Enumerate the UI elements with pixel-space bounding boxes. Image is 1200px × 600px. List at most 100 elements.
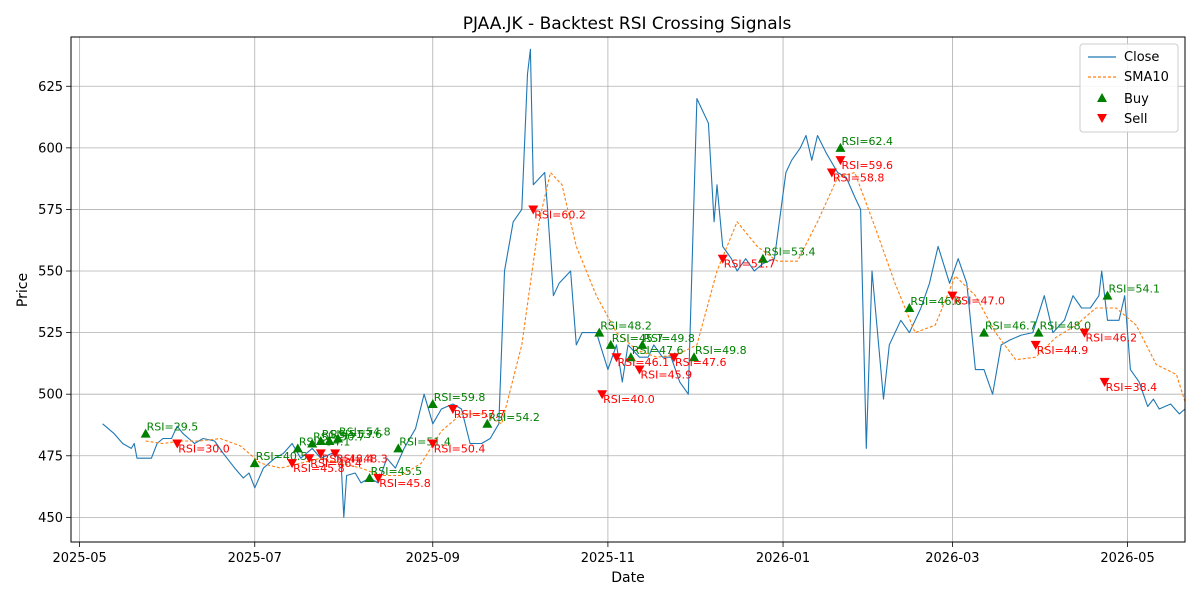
buy-signal-marker xyxy=(292,443,303,453)
sell-signal-marker xyxy=(447,404,458,414)
sell-signal-label: RSI=46.1 xyxy=(618,356,670,369)
sell-signal-marker xyxy=(1099,377,1110,387)
buy-signal-marker xyxy=(315,436,326,445)
sell-signal-marker xyxy=(597,390,608,400)
sell-signal-label: RSI=44.9 xyxy=(1037,344,1089,357)
sell-signal-marker xyxy=(611,353,622,363)
sell-signal-label: RSI=46.2 xyxy=(1086,332,1138,345)
buy-signal-label: RSI=49.8 xyxy=(643,332,695,345)
sell-signal-label: RSI=59.6 xyxy=(841,159,893,172)
sell-signal-label: RSI=38.4 xyxy=(1106,381,1158,394)
buy-signal-label: RSI=62.4 xyxy=(841,135,893,148)
legend-box xyxy=(1079,43,1179,133)
sell-signal-label: RSI=47.0 xyxy=(953,295,1005,308)
sell-signal-label: RSI=57.7 xyxy=(454,408,506,421)
sell-signal-label: RSI=60.2 xyxy=(534,208,586,221)
buy-signal-marker xyxy=(904,302,915,312)
legend-sell-label: Sell xyxy=(1124,112,1147,127)
sell-signal-label: RSI=58.8 xyxy=(833,171,885,184)
sell-signal-marker xyxy=(287,459,298,469)
y-tick-label: 525 xyxy=(38,326,63,341)
sell-signal-label: RSI=51.7 xyxy=(724,258,776,271)
sell-signal-marker xyxy=(315,449,326,459)
series-layer xyxy=(102,48,1186,518)
buy-signal-marker xyxy=(605,339,616,349)
buy-signal-label: RSI=48.0 xyxy=(1040,320,1092,333)
y-tick-label: 550 xyxy=(38,265,63,280)
sell-signal-label: RSI=48.3 xyxy=(336,452,388,465)
sell-signal-marker xyxy=(668,353,679,363)
y-tick-label: 475 xyxy=(38,449,63,464)
sell-signal-marker xyxy=(172,439,183,449)
x-tick-label: 2026-01 xyxy=(756,551,810,566)
buy-signal-label: RSI=29.5 xyxy=(147,421,199,434)
buy-signal-marker xyxy=(1033,327,1044,337)
buy-signal-label: RSI=51.4 xyxy=(399,435,451,448)
y-tick-label: 625 xyxy=(38,80,63,95)
buy-signal-marker xyxy=(757,253,768,263)
plot-frame xyxy=(70,36,1186,543)
buy-signal-marker xyxy=(625,352,636,362)
buy-signal-marker xyxy=(393,443,404,453)
grid xyxy=(71,37,1185,542)
sell-signal-marker xyxy=(947,291,958,301)
sell-signal-marker xyxy=(835,156,846,166)
buy-signal-marker xyxy=(482,418,493,428)
buy-signal-label: RSI=48.2 xyxy=(600,320,652,333)
chart-title: PJAA.JK - Backtest RSI Crossing Signals xyxy=(463,14,792,34)
x-tick-label: 2025-05 xyxy=(52,551,106,566)
sell-signal-marker xyxy=(427,439,438,449)
sell-signal-marker xyxy=(717,254,728,264)
buy-signal-label: RSI=54.1 xyxy=(1108,283,1160,296)
sell-signal-marker xyxy=(373,473,384,483)
y-axis-label: Price xyxy=(15,273,31,307)
buy-signal-marker xyxy=(1102,290,1113,300)
buy-signal-label: RSI=49.8 xyxy=(695,344,747,357)
sell-signal-label: RSI=46.4 xyxy=(310,457,362,470)
y-tick-label: 600 xyxy=(38,141,63,156)
legend-sma-label: SMA10 xyxy=(1124,70,1169,85)
buy-signal-marker xyxy=(979,327,990,337)
legend: Close SMA10 Buy Sell xyxy=(1079,43,1179,133)
sell-signal-label: RSI=50.4 xyxy=(434,442,486,455)
y-axis: 450 475 500 525 550 575 600 625 xyxy=(38,80,71,526)
buy-signal-marker xyxy=(427,399,438,409)
buy-signal-label: RSI=51.7 xyxy=(322,428,374,441)
x-axis-label: Date xyxy=(611,570,644,586)
buy-signal-label: RSI=54.8 xyxy=(339,426,391,439)
sell-signal-label: RSI=45.9 xyxy=(640,369,692,382)
legend-close-label: Close xyxy=(1124,50,1159,65)
buy-signal-marker xyxy=(594,327,605,337)
buy-signal-marker xyxy=(307,438,318,448)
buy-signal-label: RSI=45.7 xyxy=(612,332,664,345)
sell-signal-marker xyxy=(634,365,645,375)
y-tick-label: 450 xyxy=(38,511,63,526)
buy-signal-label: RSI=46.7 xyxy=(985,320,1037,333)
sell-signal-marker xyxy=(1030,340,1041,350)
x-axis: 2025-05 2025-07 2025-09 2025-11 2026-01 2026-… xyxy=(52,542,1155,566)
buy-signal-marker xyxy=(689,352,700,362)
sell-signal-marker xyxy=(330,449,341,459)
x-tick-label: 2025-09 xyxy=(406,551,460,566)
sell-signal-label: RSI=47.6 xyxy=(675,356,727,369)
buy-signal-label: RSI=53.6 xyxy=(330,428,382,441)
sell-signal-marker xyxy=(826,168,837,178)
buy-signal-label: RSI=45.5 xyxy=(371,465,423,478)
sell-signal-label: RSI=30.0 xyxy=(178,442,230,455)
buy-signal-marker xyxy=(835,142,846,152)
sell-signal-label: RSI=40.0 xyxy=(603,393,655,406)
x-tick-label: 2025-07 xyxy=(228,551,282,566)
buy-signal-marker xyxy=(637,339,648,349)
buy-signal-label: RSI=53.4 xyxy=(764,246,816,259)
legend-sell-marker xyxy=(1097,114,1107,123)
sell-signal-label: RSI=45.8 xyxy=(293,462,345,475)
y-tick-label: 500 xyxy=(38,388,63,403)
buy-signal-label: RSI=54.2 xyxy=(488,411,540,424)
signals-layer: RSI=29.5RSI=40.5RSI=54.1RSI=50.7RSI=51.7… xyxy=(140,135,1160,490)
sell-signal-marker xyxy=(1079,328,1090,338)
sell-signal-marker xyxy=(304,454,315,464)
x-tick-label: 2025-11 xyxy=(581,551,635,566)
legend-buy-marker xyxy=(1097,93,1107,102)
x-tick-label: 2026-05 xyxy=(1100,551,1154,566)
